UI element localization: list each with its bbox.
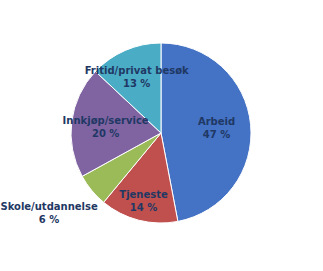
pie-chart: Arbeid 47 % Tjeneste 14 % Skole/utdannelse 6 … (0, 0, 323, 271)
label-category: Skole/utdannelse (0, 201, 98, 212)
label-category: Arbeid (198, 116, 235, 127)
slice-label: Tjeneste 14 % (119, 189, 168, 213)
slices (71, 43, 251, 223)
label-category: Tjeneste (119, 189, 168, 200)
labels: Arbeid 47 % Tjeneste 14 % Skole/utdannelse 6 … (0, 65, 235, 224)
label-category: Innkjøp/service (63, 115, 149, 126)
label-value: 6 % (39, 214, 59, 225)
label-category: Fritid/privat besøk (85, 65, 189, 76)
slice-label: Skole/utdannelse 6 % (0, 201, 98, 225)
chart-container: Arbeid 47 % Tjeneste 14 % Skole/utdannelse 6 … (0, 0, 323, 271)
label-value: 14 % (130, 202, 157, 213)
slice-label: Fritid/privat besøk 13 % (85, 65, 189, 89)
slice-label: Arbeid 47 % (198, 116, 235, 140)
label-value: 13 % (123, 78, 150, 89)
label-value: 20 % (92, 128, 119, 139)
slice-label: Innkjøp/service 20 % (63, 115, 149, 139)
label-value: 47 % (203, 129, 230, 140)
